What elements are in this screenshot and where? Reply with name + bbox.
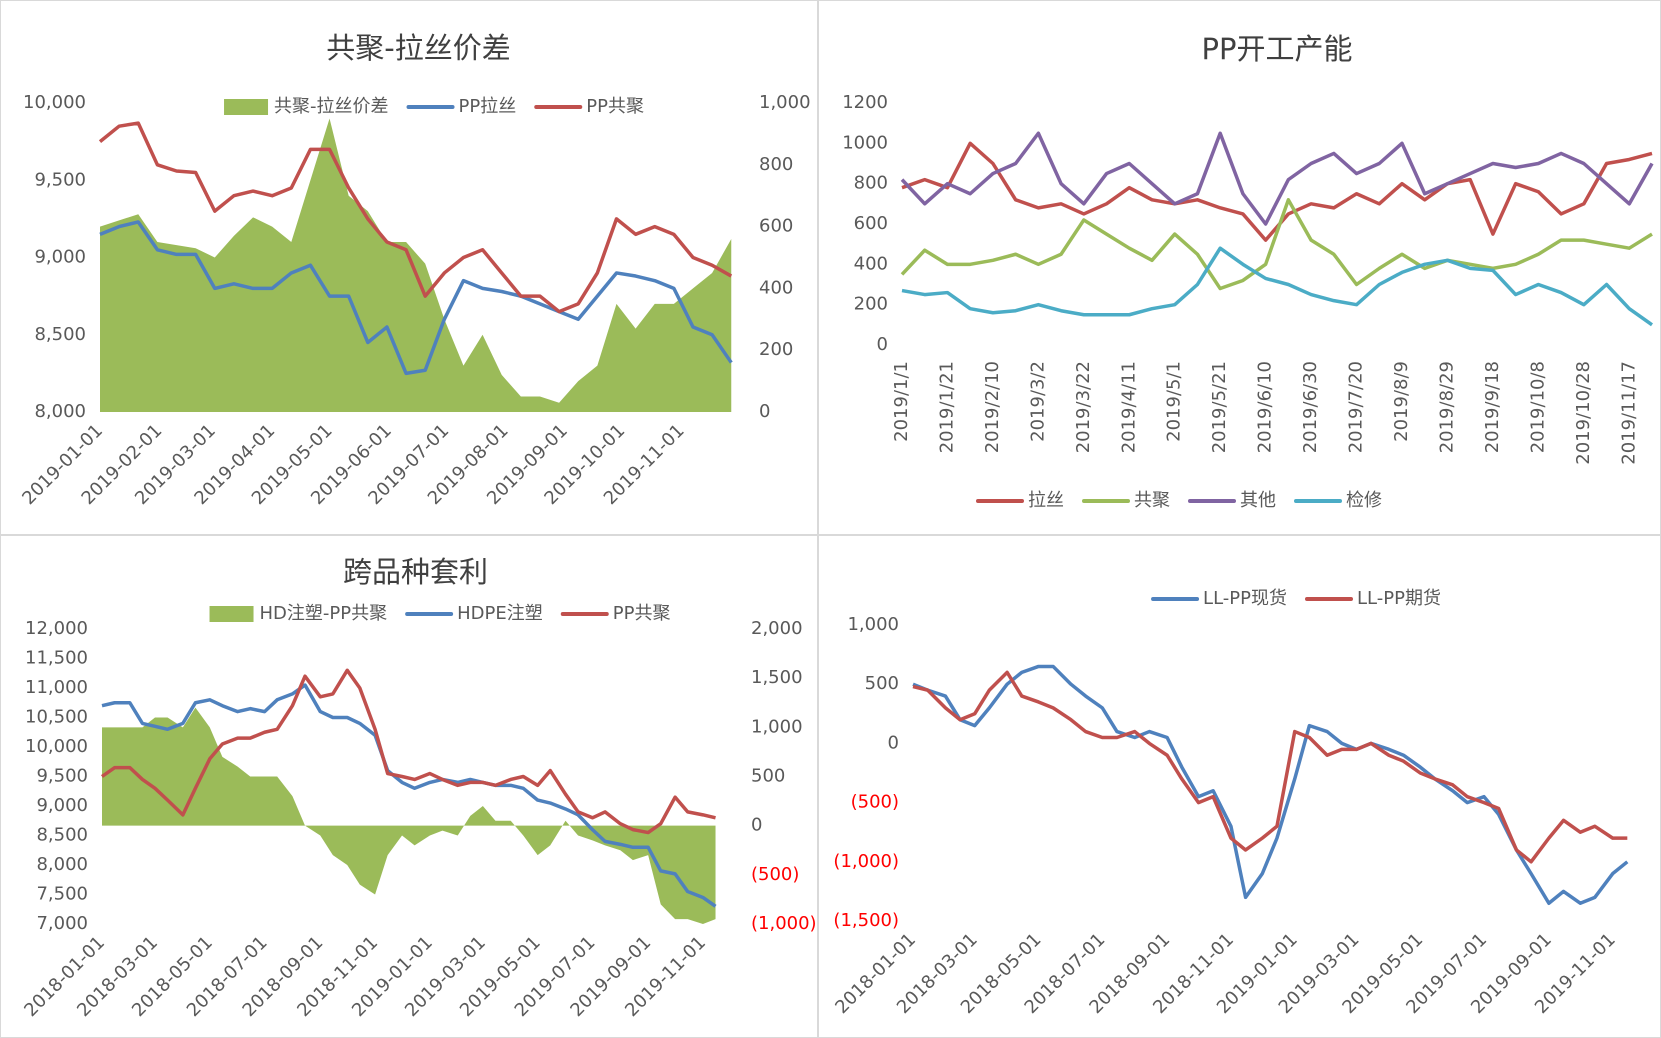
legend: HD注塑-PP共聚 HDPE注塑 PP共聚: [209, 603, 671, 624]
panel-border: [818, 0, 1661, 535]
y-tick-label: 1000: [842, 132, 888, 153]
y-tick-label: 9,000: [36, 795, 88, 816]
x-tick-label: 2019/3/2: [1027, 361, 1048, 442]
y-tick-label: 11,000: [25, 677, 88, 698]
y-tick-label: 10,000: [23, 92, 86, 113]
y-tick-label: 9,000: [34, 247, 86, 268]
x-tick-label: 2019/1/21: [936, 361, 957, 453]
legend-swatch: [209, 606, 254, 622]
chart-title: 共聚-拉丝价差: [326, 31, 510, 65]
y-tick-label: 600: [854, 213, 888, 234]
y2-tick-label: 800: [759, 154, 793, 175]
x-tick-label: 2019/5/21: [1209, 361, 1230, 453]
x-tick-label: 2019/2/10: [982, 361, 1003, 453]
legend-label: HDPE注塑: [457, 603, 543, 624]
legend-label: 共聚-拉丝价差: [274, 96, 389, 117]
chart-title: 跨品种套利: [343, 555, 488, 589]
legend-label: LL-PP期货: [1357, 588, 1441, 609]
x-tick-label: 2019/5/1: [1164, 361, 1185, 442]
line: [901, 141, 1653, 242]
y2-tick-label: 2,000: [751, 618, 803, 639]
chart-panel: 跨品种套利 7,000 7,500 8,000 8,500 9,000 9,500 10,00…: [0, 535, 818, 1038]
legend-label: 共聚: [1134, 490, 1170, 511]
x-tick-label: 2019/7/20: [1346, 361, 1367, 453]
y-tick-label: 1200: [842, 92, 888, 113]
y2-tick-label: (500): [751, 864, 799, 885]
x-tick-label: 2019/3/22: [1073, 361, 1094, 453]
chart-panel: 共聚-拉丝价差 8,000 8,500 9,000 9,500 10,000 0 200 400…: [0, 0, 818, 535]
y-tick-label: 7,000: [36, 913, 88, 934]
y-tick-label: 9,500: [34, 169, 86, 190]
legend-label: PP共聚: [613, 603, 671, 624]
legend-label: 检修: [1346, 490, 1382, 511]
x-tick-label: 2019/11/17: [1618, 361, 1639, 465]
line: [900, 131, 1654, 226]
y-tick-label: 0: [877, 334, 888, 355]
y2-tick-label: (1,000): [751, 913, 817, 934]
y2-tick-label: 1,000: [759, 92, 811, 113]
y-tick-label: 200: [854, 294, 888, 315]
x-tick-label: 2019/9/18: [1482, 361, 1503, 453]
legend-label: LL-PP现货: [1203, 588, 1287, 609]
y-tick-label: 1,000: [847, 614, 899, 635]
x-tick-label: 2019/10/28: [1573, 361, 1594, 465]
line: [912, 670, 1628, 864]
legend: LL-PP现货 LL-PP期货: [1151, 588, 1441, 609]
y-tick-label: 8,500: [34, 324, 86, 345]
y-tick-label: 12,000: [25, 618, 88, 639]
legend-label: 拉丝: [1028, 490, 1064, 511]
y2-tick-label: 0: [751, 815, 762, 836]
y-tick-label: 7,500: [36, 884, 88, 905]
y2-tick-label: 1,000: [751, 716, 803, 737]
y-tick-label: 8,500: [36, 825, 88, 846]
y-tick-label: 8,000: [34, 401, 86, 422]
area: [102, 707, 716, 924]
legend: 共聚-拉丝价差 PP拉丝 PP共聚: [224, 96, 644, 117]
line: [900, 198, 1653, 291]
y-tick-label: 10,500: [25, 707, 88, 728]
x-tick-label: 2019/1/1: [891, 361, 912, 442]
line: [99, 220, 733, 376]
panel-border: [0, 0, 818, 535]
line: [101, 683, 717, 908]
y-tick-label: 0: [888, 732, 899, 753]
x-tick-label: 2019/6/30: [1300, 361, 1321, 453]
legend-label: 其他: [1240, 490, 1276, 511]
y2-tick-label: 600: [759, 216, 793, 237]
y2-tick-label: 0: [759, 401, 770, 422]
legend: 拉丝 共聚 其他 检修: [976, 490, 1382, 511]
y-tick-label: (1,500): [833, 910, 899, 931]
x-tick-label: 2019/10/8: [1527, 361, 1548, 453]
y-tick-label: 9,500: [36, 766, 88, 787]
y-tick-label: 400: [854, 253, 888, 274]
x-tick-label: 2019/8/29: [1436, 361, 1457, 453]
x-tick-label: 2019/4/11: [1118, 361, 1139, 453]
y-tick-label: (1,000): [833, 851, 899, 872]
y-tick-label: 500: [865, 673, 899, 694]
y-tick-label: 8,000: [36, 854, 88, 875]
chart-panel: PP开工产能 0 200 400 600 800 1000 1200 2019/1/1 2019/…: [818, 0, 1661, 535]
legend-label: PP共聚: [586, 96, 644, 117]
x-tick-label: 2019/8/9: [1391, 361, 1412, 442]
line: [100, 668, 716, 835]
legend-swatch: [224, 99, 269, 115]
legend-label: HD注塑-PP共聚: [260, 603, 388, 624]
y2-tick-label: 1,500: [751, 667, 803, 688]
area: [100, 118, 732, 412]
y-tick-label: 800: [854, 173, 888, 194]
y2-tick-label: 200: [759, 339, 793, 360]
y2-tick-label: 500: [751, 766, 785, 787]
chart-panel: (1,500)(1,000)(500)05001,0002018-01-0120…: [818, 535, 1661, 1038]
y-tick-label: 11,500: [25, 648, 88, 669]
y-tick-label: 10,000: [25, 736, 88, 757]
x-tick-label: 2019/6/10: [1255, 361, 1276, 453]
legend-label: PP拉丝: [459, 96, 517, 117]
chart-title: PP开工产能: [1202, 32, 1353, 66]
y2-tick-label: 400: [759, 277, 793, 298]
line: [98, 121, 733, 314]
line: [912, 664, 1629, 905]
line: [901, 246, 1654, 327]
y-tick-label: (500): [851, 792, 899, 813]
